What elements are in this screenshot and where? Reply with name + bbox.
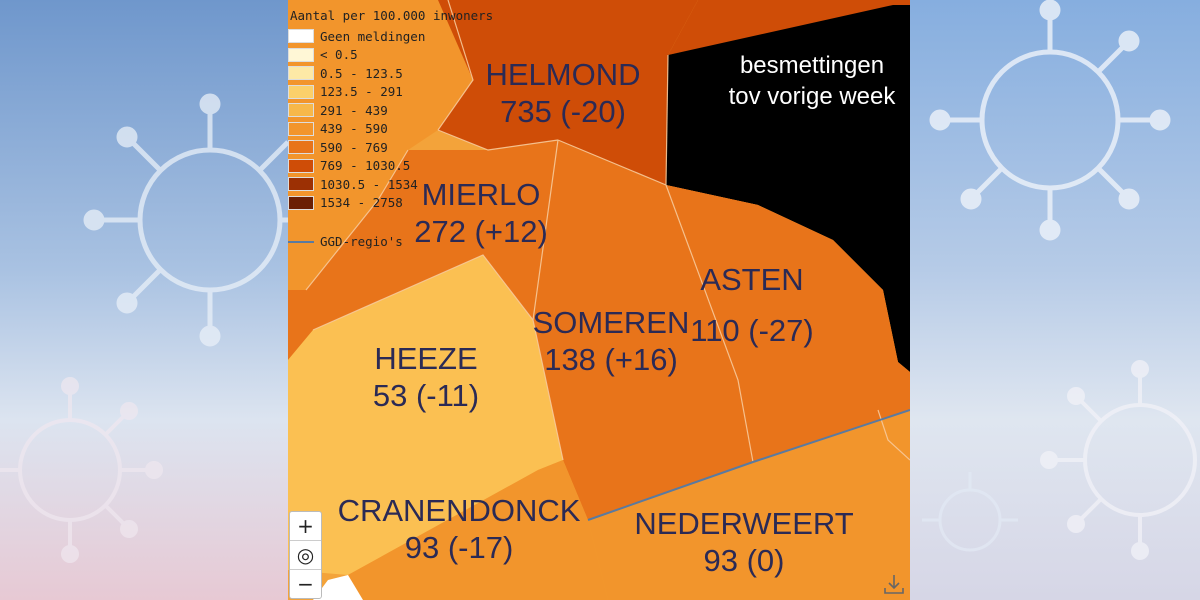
legend-swatch: [288, 47, 314, 62]
zoom-out-button[interactable]: −: [297, 572, 314, 596]
legend-label: 590 - 769: [320, 139, 388, 155]
legend-item: Geen meldingen: [288, 27, 493, 46]
download-icon[interactable]: [880, 570, 908, 598]
legend-title: Aantal per 100.000 inwoners: [290, 8, 494, 23]
legend-item: 439 - 590: [288, 120, 493, 139]
legend-label: < 0.5: [320, 47, 358, 63]
legend-swatch: [288, 195, 314, 210]
choropleth-map[interactable]: Aantal per 100.000 inwoners Geen melding…: [288, 0, 910, 600]
label-someren: SOMEREN 138 (+16): [533, 304, 690, 378]
legend-label: 769 - 1030.5: [320, 158, 411, 174]
label-asten: ASTEN 110 (-27): [690, 254, 814, 356]
legend-label: 1030.5 - 1534: [320, 176, 418, 192]
region-value: 735 (-20): [500, 94, 626, 130]
label-mierlo: MIERLO 272 (+12): [414, 176, 548, 250]
region-name: MIERLO: [421, 177, 541, 212]
note-line-1: besmettingen: [739, 52, 885, 79]
label-helmond: HELMOND 735 (-20): [485, 56, 640, 130]
region-unknown: [666, 5, 910, 372]
region-value: 138 (+16): [544, 342, 678, 378]
map-legend: Aantal per 100.000 inwoners Geen melding…: [288, 8, 493, 249]
legend-label: 0.5 - 123.5: [320, 65, 403, 81]
outside-area: [313, 575, 363, 600]
right-background-panel: [910, 0, 1200, 600]
region-name: NEDERWEERT: [634, 506, 854, 541]
region-west[interactable]: [288, 290, 318, 360]
legend-label: 439 - 590: [320, 121, 388, 137]
virus-illustration-right: [922, 0, 1197, 560]
region-value: 53 (-11): [372, 378, 480, 414]
legend-boundary-item: GGD-regio's: [288, 234, 493, 249]
region-name: CRANENDONCK: [337, 493, 581, 528]
municipal-boundaries: [305, 0, 910, 463]
region-name: HELMOND: [485, 57, 641, 92]
region-value: 93 (-17): [404, 530, 514, 566]
region-northeast[interactable]: [668, 0, 910, 55]
legend-swatch: [288, 158, 314, 173]
legend-item: 123.5 - 291: [288, 83, 493, 102]
region-helmond[interactable]: [438, 0, 698, 185]
map-regions: [288, 0, 910, 600]
legend-label: Geen meldingen: [320, 28, 426, 44]
legend-item: 1534 - 2758: [288, 194, 493, 213]
region-value: 93 (0): [703, 543, 785, 579]
map-note: besmettingen tov vorige week: [712, 50, 912, 112]
virus-illustration-left-top: [0, 93, 290, 563]
left-background-panel: [0, 0, 290, 600]
label-nederweert: NEDERWEERT 93 (0): [634, 505, 853, 579]
legend-item: 769 - 1030.5: [288, 157, 493, 176]
legend-label: 123.5 - 291: [320, 84, 403, 100]
boundary-label: GGD-regio's: [320, 234, 403, 249]
legend-item: 291 - 439: [288, 101, 493, 120]
legend-label: 291 - 439: [320, 102, 388, 118]
legend-swatch: [288, 29, 314, 44]
locate-button[interactable]: ◎: [290, 541, 321, 570]
boundary-line-swatch: [288, 240, 314, 243]
region-value: 110 (-27): [690, 313, 814, 349]
legend-swatch: [288, 66, 314, 81]
region-name: ASTEN: [700, 262, 804, 297]
region-northwest[interactable]: [288, 0, 473, 290]
legend-item: 590 - 769: [288, 138, 493, 157]
legend-swatch: [288, 84, 314, 99]
legend-item: 1030.5 - 1534: [288, 175, 493, 194]
label-cranendonck: CRANENDONCK 93 (-17): [338, 492, 581, 566]
ggd-boundary: [587, 409, 910, 521]
note-line-2: tov vorige week: [728, 83, 896, 111]
legend-item: < 0.5: [288, 46, 493, 65]
region-mierlo[interactable]: [306, 140, 558, 330]
legend-label: 1534 - 2758: [320, 195, 403, 211]
zoom-in-button[interactable]: +: [290, 512, 321, 541]
region-nederweert[interactable]: [588, 410, 910, 600]
region-cranendonck[interactable]: [328, 460, 608, 600]
legend-swatch: [288, 103, 314, 118]
legend-swatch: [288, 140, 314, 155]
region-name: HEEZE: [374, 341, 478, 376]
region-value: 272 (+12): [414, 214, 548, 250]
legend-items: Geen meldingen < 0.5 0.5 - 123.5 123.5 - 29…: [288, 27, 493, 212]
region-heeze[interactable]: [288, 255, 563, 575]
region-asten[interactable]: [666, 185, 910, 462]
label-heeze: HEEZE 53 (-11): [373, 340, 479, 414]
legend-swatch: [288, 177, 314, 192]
legend-item: 0.5 - 123.5: [288, 64, 493, 83]
region-name: SOMEREN: [532, 305, 690, 340]
legend-swatch: [288, 121, 314, 136]
zoom-controls: + ◎ −: [289, 511, 322, 599]
